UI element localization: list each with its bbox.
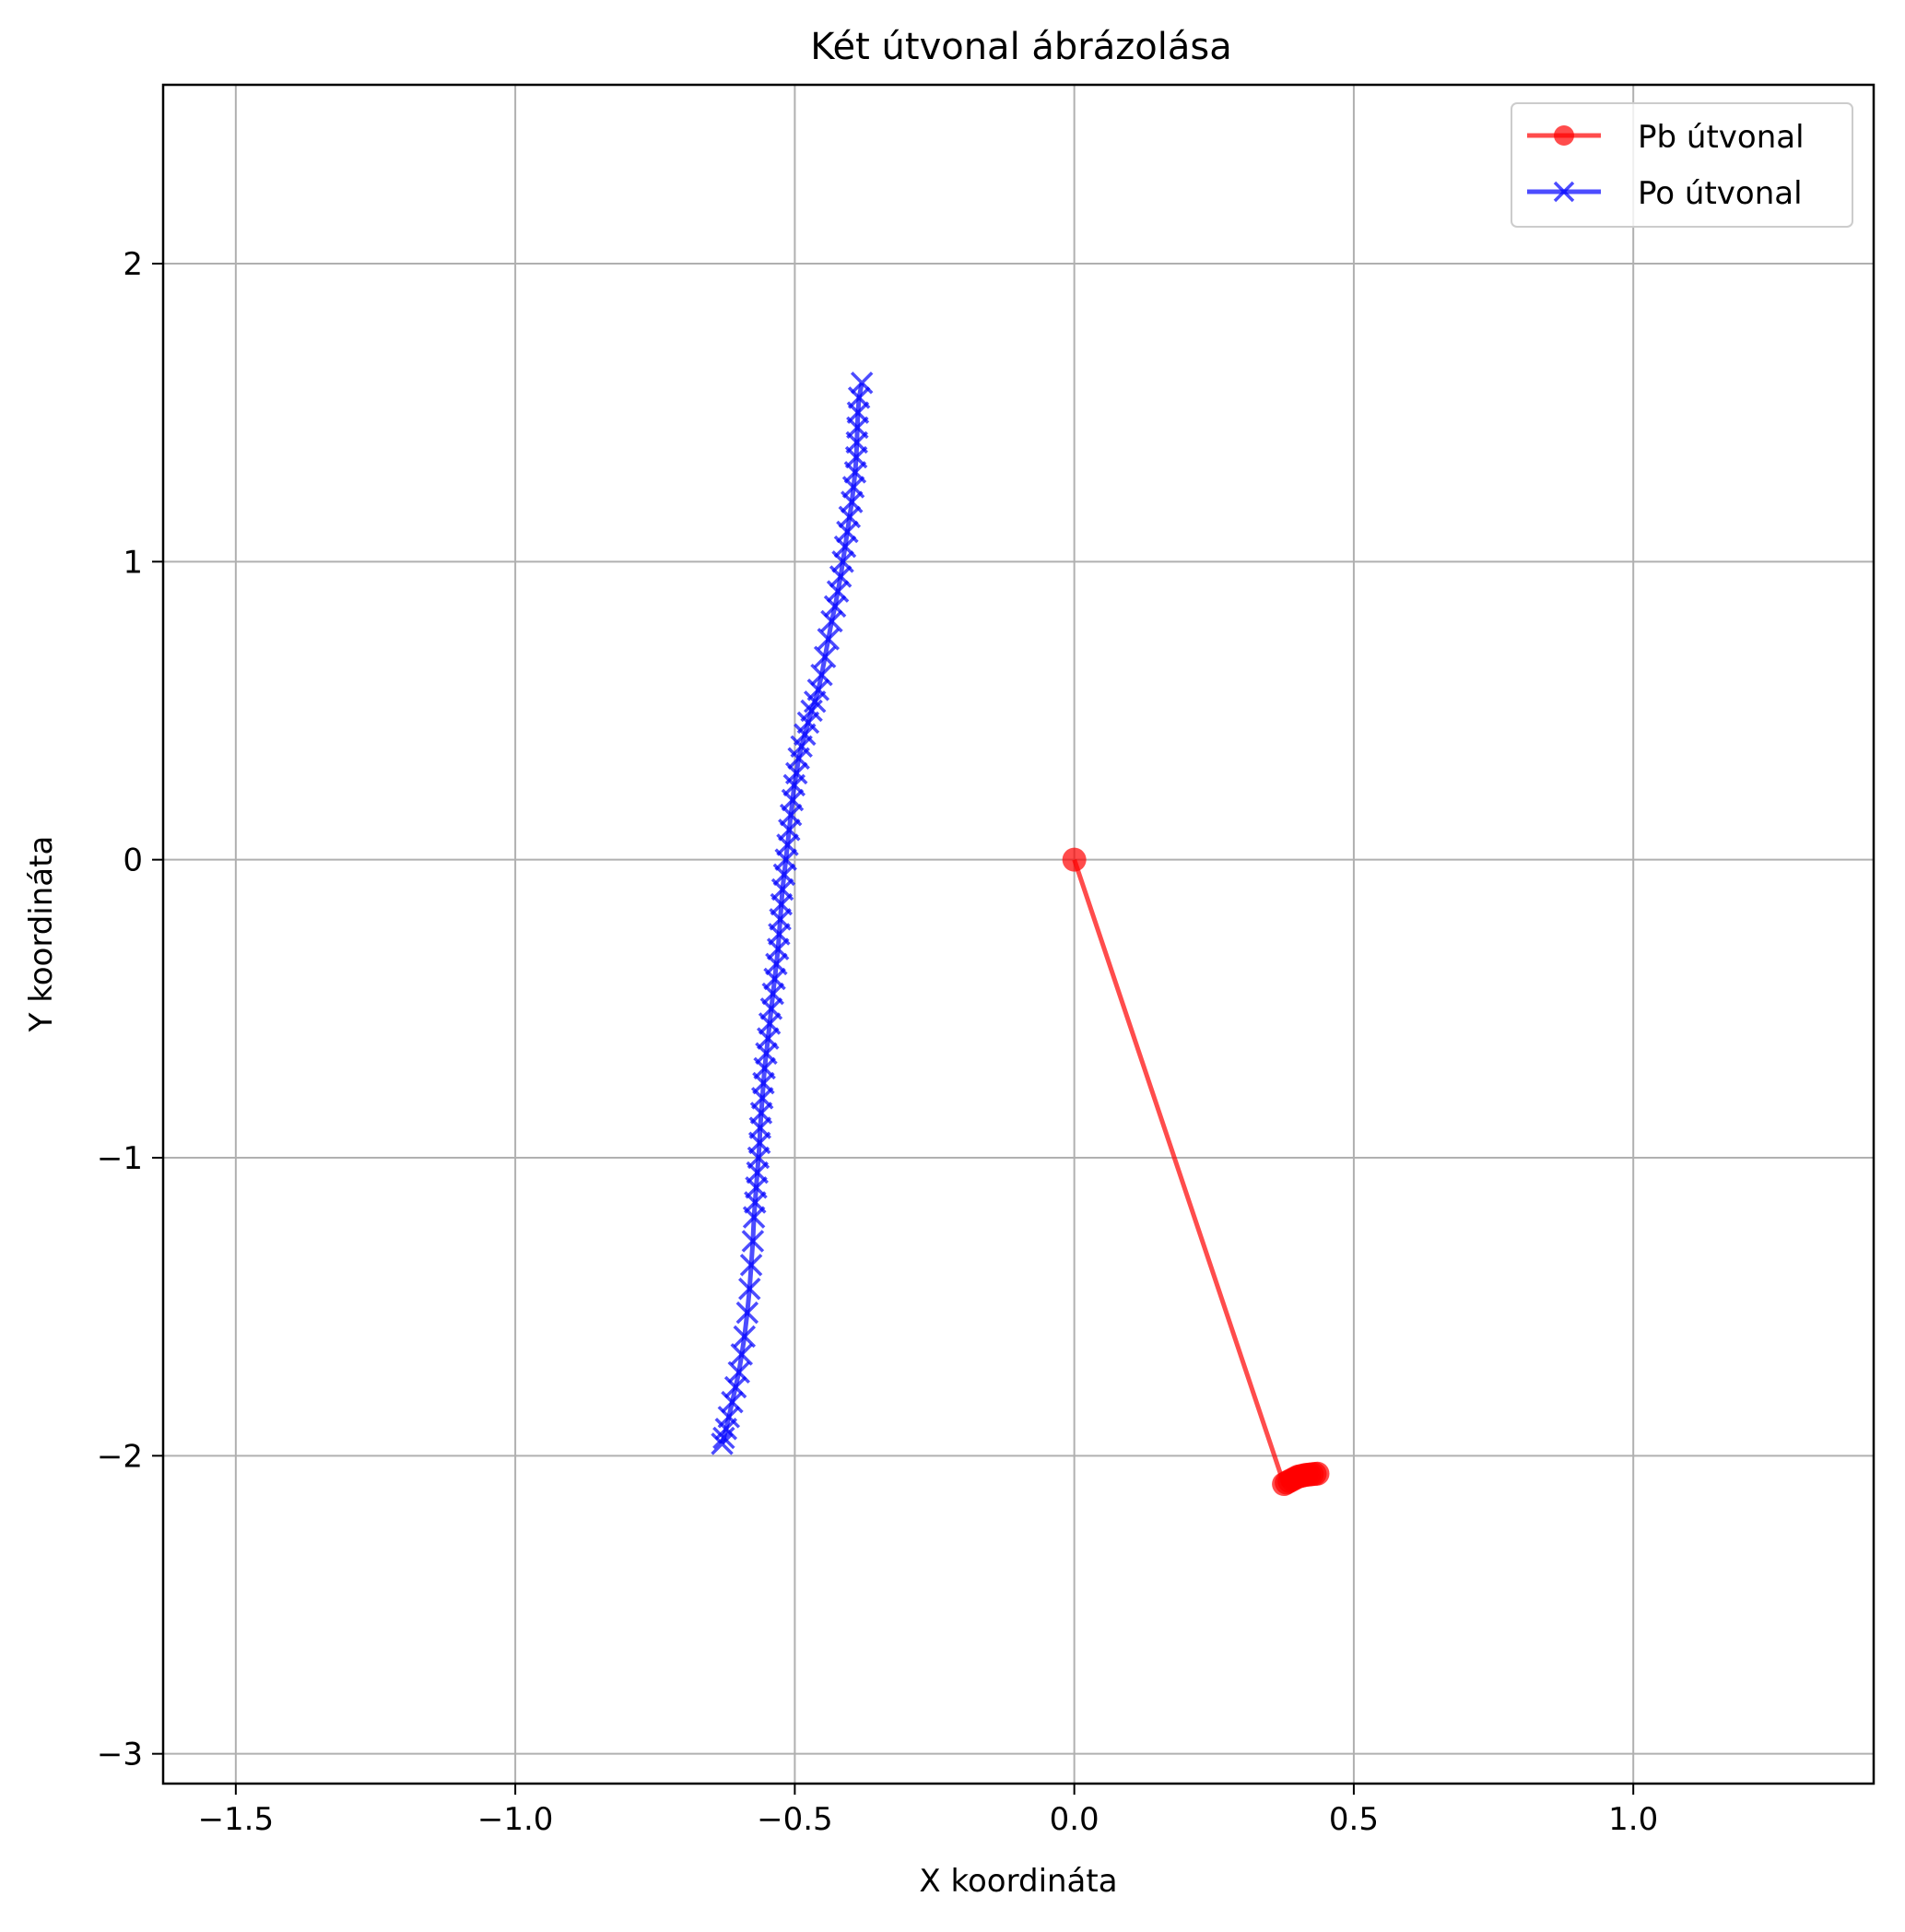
- series-1-point: [730, 1343, 754, 1366]
- series-1-point: [711, 1432, 734, 1455]
- axis-ticks: −1.5 −1.0 −0.5 0.0 0.5 1.0 −3 −2 −1 0 1 2: [97, 246, 1658, 1838]
- legend-entry-po: Po útvonal: [1527, 175, 1803, 212]
- series-1-point: [712, 1426, 735, 1450]
- series-1-point: [735, 1301, 759, 1325]
- y-tick-label: 1: [123, 544, 143, 581]
- x-tick-label: 1.0: [1608, 1801, 1658, 1838]
- legend-label-po: Po útvonal: [1638, 175, 1803, 212]
- y-tick-label: 2: [123, 246, 143, 283]
- x-tick-label: 0.0: [1050, 1801, 1099, 1838]
- plot-frame: [161, 83, 1876, 1785]
- legend-marker-pb: [1554, 125, 1574, 146]
- x-tick-label: −1.0: [477, 1801, 554, 1838]
- legend-marker-po: [1553, 181, 1575, 203]
- series-1-point: [813, 645, 837, 669]
- series-1-point: [820, 609, 843, 633]
- series-1-point: [714, 1417, 738, 1441]
- legend-entry-pb: Pb útvonal: [1527, 119, 1805, 156]
- y-axis-label: Y koordináta: [23, 836, 60, 1033]
- legend-label-pb: Pb útvonal: [1638, 119, 1805, 156]
- series-0-point: [1305, 1461, 1330, 1486]
- y-tick-label: −2: [97, 1438, 143, 1475]
- plot-series: [711, 371, 1330, 1497]
- legend: Pb útvonal Po útvonal: [1511, 102, 1853, 228]
- grid: [163, 85, 1874, 1784]
- y-tick-label: −1: [97, 1140, 143, 1177]
- series-0-point: [1062, 847, 1087, 872]
- x-axis-label: X koordináta: [919, 1863, 1117, 1900]
- x-tick-label: 0.5: [1329, 1801, 1379, 1838]
- chart-title: Két útvonal ábrázolása: [810, 26, 1231, 68]
- x-tick-label: −1.5: [198, 1801, 275, 1838]
- series-1-point: [742, 1206, 766, 1229]
- series-1-point: [733, 1325, 757, 1349]
- series-1-point: [738, 1278, 761, 1301]
- y-tick-label: 0: [123, 842, 143, 879]
- series-1-point: [741, 1230, 765, 1253]
- y-tick-label: −3: [97, 1737, 143, 1773]
- x-tick-label: −0.5: [757, 1801, 833, 1838]
- series-1-point: [739, 1254, 763, 1277]
- series-1-point: [817, 628, 841, 651]
